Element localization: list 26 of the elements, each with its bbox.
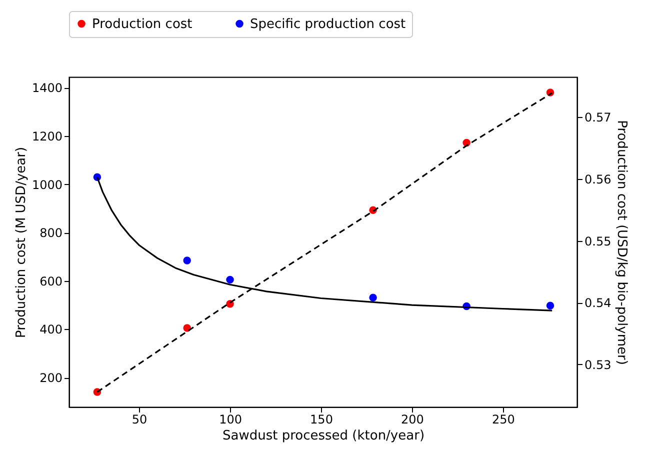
y2-tick-label: 0.54 — [584, 296, 612, 310]
legend-label: Specific production cost — [250, 16, 406, 32]
y2-tick-label: 0.56 — [584, 172, 612, 186]
y2-tick-label: 0.55 — [584, 234, 612, 248]
legend-label: Production cost — [92, 16, 192, 32]
x-tick-label: 100 — [219, 412, 242, 426]
y-tick-label: 800 — [40, 226, 62, 240]
y-tick-label: 400 — [40, 322, 62, 337]
y-tick-label: 600 — [40, 274, 62, 288]
point — [546, 302, 554, 310]
x-tick-label: 150 — [310, 412, 333, 426]
y-tick-label: 200 — [40, 371, 62, 386]
x-axis-title: Sawdust processed (kton/year) — [222, 428, 425, 444]
x-tick-label: 250 — [492, 412, 515, 426]
y-tick-label: 1200 — [32, 129, 62, 144]
y-tick-label: 1000 — [32, 178, 62, 192]
y2-tick-label: 0.57 — [584, 110, 612, 125]
point — [183, 256, 191, 264]
y2-axis-title: Production cost (USD/kg bio-polymer) — [614, 120, 630, 365]
point — [226, 276, 234, 284]
y2-tick-label: 0.53 — [584, 358, 612, 372]
y-axis-title: Production cost (M USD/year) — [14, 146, 29, 338]
x-tick-label: 200 — [401, 412, 424, 426]
y-tick-label: 1400 — [32, 81, 62, 96]
x-tick-label: 50 — [132, 412, 148, 426]
point — [369, 294, 377, 302]
